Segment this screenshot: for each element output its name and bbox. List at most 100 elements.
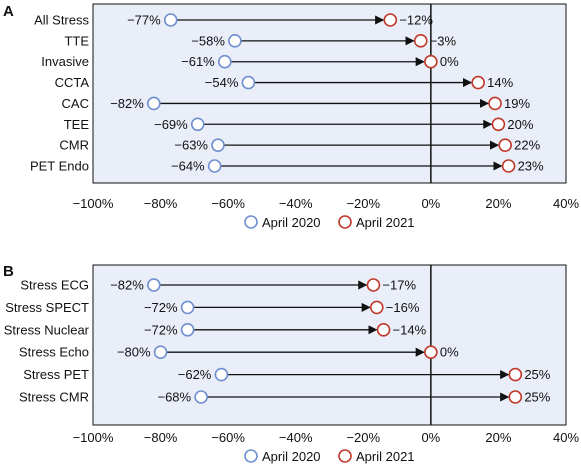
panel-a-point-april-2020-cac xyxy=(147,96,161,111)
panel-a-plot-area xyxy=(92,3,567,184)
panel-a-value-label-april-2021-pet-endo: 23% xyxy=(518,158,544,173)
panel-letter-b: B xyxy=(3,263,14,280)
panel-b-value-label-april-2020-stress-cmr: −68% xyxy=(157,390,191,405)
panel-b-value-label-april-2021-stress-pet: 25% xyxy=(524,367,550,382)
panel-b-x-tick-label: −100% xyxy=(73,430,114,445)
panel-b-legend-marker-april-2021 xyxy=(338,449,352,463)
panel-b-value-label-april-2020-stress-nuclear: −72% xyxy=(144,322,178,337)
panel-b-x-tick-label: −20% xyxy=(346,430,380,445)
panel-a-point-april-2021-cmr xyxy=(498,138,512,152)
panel-a-x-tick-label: −40% xyxy=(279,196,313,211)
panel-b-point-april-2021-stress-nuclear xyxy=(376,322,391,337)
panel-a-point-april-2020-ccta xyxy=(241,75,256,90)
panel-a-x-tick-label: 0% xyxy=(421,196,440,211)
panel-a-value-label-april-2020-tee: −69% xyxy=(154,117,188,132)
panel-b-plot-area xyxy=(92,264,567,426)
panel-a-x-tick-label: −100% xyxy=(73,196,114,211)
panel-b-point-april-2020-stress-ecg xyxy=(147,278,161,292)
panel-a-legend-marker-april-2021 xyxy=(338,215,352,229)
panel-b-legend-label-april-2020: April 2020 xyxy=(262,449,321,464)
panel-b: −100% −80% −60% −40% −20% 0% 20% 40% Stress ECG −… xyxy=(4,264,579,464)
panel-b-value-label-april-2021-stress-ecg: −17% xyxy=(382,278,416,293)
panel-b-value-label-april-2020-stress-echo: −80% xyxy=(117,345,151,360)
panel-b-category-label-stress-cmr: Stress CMR xyxy=(19,390,89,405)
panel-a-point-april-2020-pet-endo xyxy=(207,159,222,173)
panel-b-x-tick-label: 20% xyxy=(485,430,511,445)
panel-a-point-april-2020-tte xyxy=(228,34,242,48)
panel-a: −100% −80% −60% −40% −20% 0% 20% 40% All Stress −… xyxy=(30,3,579,230)
panel-a-point-april-2020-invasive xyxy=(217,54,232,69)
panel-b-x-tick-label: −60% xyxy=(211,430,245,445)
panel-a-category-label-pet-endo: PET Endo xyxy=(30,158,89,173)
panel-a-value-label-april-2021-all-stress: −12% xyxy=(399,13,433,28)
panel-b-category-label-stress-echo: Stress Echo xyxy=(19,345,89,360)
panel-b-point-april-2020-stress-nuclear xyxy=(180,322,195,337)
panel-letter-a: A xyxy=(3,3,14,20)
panel-a-value-label-april-2021-tte: −3% xyxy=(430,33,457,48)
panel-a-point-april-2020-all-stress xyxy=(163,13,178,27)
panel-b-point-april-2020-stress-spect xyxy=(180,300,195,315)
panel-a-value-label-april-2020-pet-endo: −64% xyxy=(171,158,205,173)
panel-b-value-label-april-2021-stress-nuclear: −14% xyxy=(393,322,427,337)
panel-b-value-label-april-2020-stress-spect: −72% xyxy=(144,300,178,315)
panel-a-category-label-tee: TEE xyxy=(64,117,90,132)
panel-b-category-label-stress-pet: Stress PET xyxy=(23,367,89,382)
panel-a-category-label-tte: TTE xyxy=(64,33,89,48)
panel-b-x-tick-label: −40% xyxy=(279,430,313,445)
panel-a-category-label-cmr: CMR xyxy=(59,138,89,153)
panel-b-x-tick-label: −80% xyxy=(144,430,178,445)
panel-a-value-label-april-2020-invasive: −61% xyxy=(181,54,215,69)
panel-b-x-tick-label: 0% xyxy=(421,430,440,445)
panel-a-x-tick-label: −80% xyxy=(144,196,178,211)
panel-a-x-tick-label: −20% xyxy=(346,196,380,211)
panel-a-category-label-ccta: CCTA xyxy=(55,75,90,90)
panel-a-value-label-april-2021-cmr: 22% xyxy=(514,138,540,153)
panel-b-category-label-stress-nuclear: Stress Nuclear xyxy=(4,322,90,337)
panel-b-value-label-april-2020-stress-ecg: −82% xyxy=(110,278,144,293)
panel-b-point-april-2021-stress-pet xyxy=(508,367,523,382)
panel-a-point-april-2021-pet-endo xyxy=(501,159,516,173)
panel-a-value-label-april-2020-cac: −82% xyxy=(110,96,144,111)
panel-b-point-april-2020-stress-cmr xyxy=(194,390,208,404)
panel-a-category-label-cac: CAC xyxy=(62,96,89,111)
panel-a-value-label-april-2021-ccta: 14% xyxy=(487,75,513,90)
panel-b-x-tick-label: 40% xyxy=(553,430,579,445)
panel-a-point-april-2020-tee xyxy=(190,117,205,132)
panel-a-point-april-2021-ccta xyxy=(471,75,485,90)
panel-b-point-april-2021-stress-spect xyxy=(369,300,384,315)
panel-a-value-label-april-2020-tte: −58% xyxy=(191,33,225,48)
panel-b-legend-label-april-2021: April 2021 xyxy=(356,449,415,464)
panel-b-value-label-april-2020-stress-pet: −62% xyxy=(178,367,212,382)
panel-a-point-april-2020-cmr xyxy=(211,138,225,152)
panel-b-point-april-2021-stress-ecg xyxy=(366,278,381,292)
panel-b-category-label-stress-spect: Stress SPECT xyxy=(5,300,89,315)
panel-b-legend-marker-april-2020 xyxy=(244,449,258,463)
panel-a-x-tick-label: −60% xyxy=(211,196,245,211)
panel-b-value-label-april-2021-stress-spect: −16% xyxy=(386,300,420,315)
panel-a-x-tick-label: 20% xyxy=(485,196,511,211)
panel-b-point-april-2020-stress-echo xyxy=(153,345,168,360)
panel-a-category-label-invasive: Invasive xyxy=(41,54,89,69)
panel-a-point-april-2021-tee xyxy=(491,117,506,132)
panel-a-value-label-april-2020-all-stress: −77% xyxy=(127,13,161,28)
panel-a-value-label-april-2021-cac: 19% xyxy=(504,96,530,111)
panel-a-legend-marker-april-2020 xyxy=(244,215,258,229)
panel-b-value-label-april-2021-stress-cmr: 25% xyxy=(524,390,550,405)
panel-a-x-tick-label: 40% xyxy=(553,196,579,211)
panel-a-category-label-all-stress: All Stress xyxy=(34,13,89,28)
panel-b-value-label-april-2021-stress-echo: 0% xyxy=(440,345,459,360)
panel-a-point-april-2021-tte xyxy=(413,34,428,48)
panel-a-point-april-2021-invasive xyxy=(424,54,438,69)
panel-b-point-april-2020-stress-pet xyxy=(214,367,229,382)
panel-a-legend-label-april-2021: April 2021 xyxy=(356,215,415,230)
panel-a-value-label-april-2020-ccta: −54% xyxy=(205,75,239,90)
panel-b-category-label-stress-ecg: Stress ECG xyxy=(20,278,89,293)
panel-a-point-april-2021-cac xyxy=(488,96,502,111)
panel-a-point-april-2021-all-stress xyxy=(383,13,398,27)
panel-a-value-label-april-2021-tee: 20% xyxy=(507,117,533,132)
panel-b-point-april-2021-stress-cmr xyxy=(508,390,523,404)
panel-a-value-label-april-2021-invasive: 0% xyxy=(440,54,459,69)
panel-a-value-label-april-2020-cmr: −63% xyxy=(174,138,208,153)
panel-b-point-april-2021-stress-echo xyxy=(424,345,438,360)
